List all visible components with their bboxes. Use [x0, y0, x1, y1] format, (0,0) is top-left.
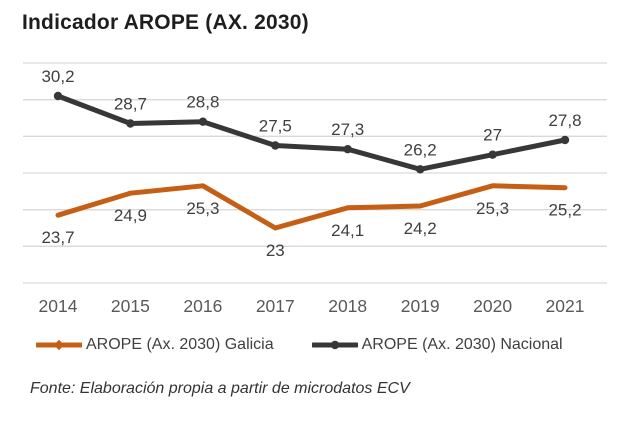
data-label: 27	[483, 126, 502, 145]
data-point-marker	[560, 135, 570, 145]
data-point-marker	[416, 165, 425, 174]
data-point-marker	[53, 91, 63, 101]
legend-label-nacional: AROPE (Ax. 2030) Nacional	[361, 336, 563, 353]
x-axis-label: 2018	[328, 296, 367, 316]
data-point-marker	[126, 119, 135, 128]
x-axis-label: 2015	[111, 296, 150, 316]
data-point-marker	[343, 145, 352, 154]
data-label: 23,7	[41, 228, 74, 247]
x-axis-label: 2014	[39, 296, 78, 316]
x-axis-label: 2020	[473, 296, 512, 316]
chart-svg: 23,7 24,9 25,3 23 24,1 24,2 25,3 25,2 30,2 28,7 28…	[23, 56, 607, 316]
data-label: 27,8	[548, 111, 581, 130]
series-line	[55, 93, 568, 172]
chart-title: Indicador AROPE (AX. 2030)	[22, 11, 309, 34]
data-label: 27,5	[259, 117, 292, 136]
data-label: 24,1	[331, 221, 364, 240]
x-axis-label: 2021	[546, 296, 585, 316]
data-label: 26,2	[404, 140, 437, 159]
nacional-line-marker-icon	[311, 340, 358, 350]
data-label: 30,2	[41, 67, 74, 86]
galicia-line-marker-icon	[36, 339, 82, 351]
data-label: 25,2	[548, 201, 581, 220]
plot-area: 23,7 24,9 25,3 23 24,1 24,2 25,3 25,2 30,2 28,7 28…	[22, 56, 608, 320]
x-axis-label: 2016	[183, 296, 222, 316]
data-label: 23	[266, 241, 285, 260]
data-point-marker	[198, 117, 208, 126]
legend-item-nacional: AROPE (Ax. 2030) Nacional	[311, 336, 563, 354]
x-axis-label: 2019	[401, 296, 440, 316]
legend: AROPE (Ax. 2030) Galicia AROPE (Ax. 2030…	[36, 336, 563, 354]
x-axis-label: 2017	[256, 296, 295, 316]
data-label: 28,7	[114, 95, 147, 114]
legend-item-galicia: AROPE (Ax. 2030) Galicia	[36, 336, 274, 354]
series-line	[55, 183, 568, 231]
source-note: Fonte: Elaboración propia a partir de mi…	[30, 380, 410, 397]
data-label: 25,3	[476, 199, 509, 218]
data-label: 24,2	[404, 219, 437, 238]
data-label: 25,3	[186, 199, 219, 218]
legend-label-galicia: AROPE (Ax. 2030) Galicia	[86, 336, 274, 353]
data-point-marker	[271, 141, 280, 150]
data-label: 24,9	[114, 206, 147, 225]
data-label: 28,8	[186, 93, 219, 112]
data-label: 27,3	[331, 120, 364, 139]
data-point-marker	[488, 150, 497, 159]
